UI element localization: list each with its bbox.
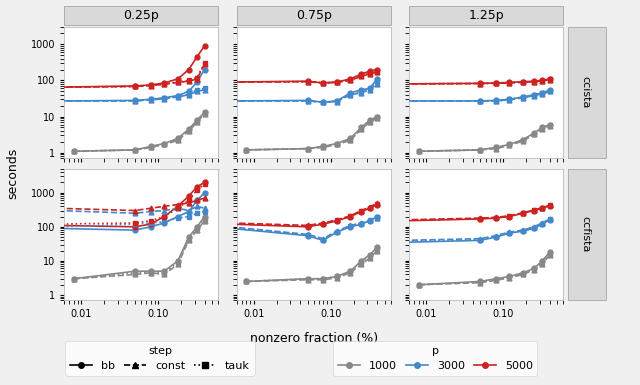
Text: nonzero fraction (%): nonzero fraction (%) xyxy=(250,332,378,345)
Text: 0.75p: 0.75p xyxy=(296,9,332,22)
Text: 0.25p: 0.25p xyxy=(123,9,159,22)
Text: ccista: ccista xyxy=(573,77,583,109)
Text: ccfista: ccfista xyxy=(573,216,583,253)
Text: seconds: seconds xyxy=(6,147,19,199)
Text: ccfista: ccfista xyxy=(580,216,591,253)
Text: ccista: ccista xyxy=(580,77,591,109)
Legend: 1000, 3000, 5000: 1000, 3000, 5000 xyxy=(333,341,537,376)
Legend: bb, const, tauk: bb, const, tauk xyxy=(65,341,255,376)
Text: 1.25p: 1.25p xyxy=(468,9,504,22)
